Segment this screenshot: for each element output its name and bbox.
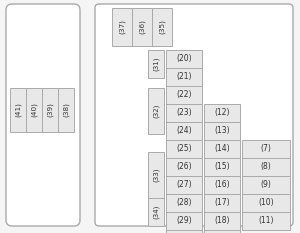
Text: (24): (24)	[176, 127, 192, 136]
Bar	[148, 198, 164, 226]
Text: (8): (8)	[261, 162, 272, 171]
Bar	[166, 230, 202, 233]
FancyBboxPatch shape	[6, 4, 80, 226]
Text: (22): (22)	[176, 90, 192, 99]
Bar	[166, 86, 202, 104]
Bar	[204, 158, 240, 176]
Text: (16): (16)	[214, 181, 230, 189]
Text: (26): (26)	[176, 162, 192, 171]
Text: (20): (20)	[176, 55, 192, 64]
Text: (29): (29)	[176, 216, 192, 226]
Bar	[148, 50, 164, 78]
Text: (34): (34)	[153, 205, 159, 219]
Text: (32): (32)	[153, 104, 159, 118]
Text: (25): (25)	[176, 144, 192, 154]
Bar	[204, 230, 240, 233]
Text: (33): (33)	[153, 168, 159, 182]
Bar	[242, 140, 290, 158]
Text: (18): (18)	[214, 216, 230, 226]
Bar	[166, 122, 202, 140]
Bar	[10, 88, 26, 132]
Bar	[58, 88, 74, 132]
Text: (35): (35)	[159, 20, 165, 34]
Bar	[166, 104, 202, 122]
Text: (21): (21)	[176, 72, 192, 82]
Bar	[166, 194, 202, 212]
Text: (38): (38)	[63, 103, 69, 117]
Text: (27): (27)	[176, 181, 192, 189]
Bar	[204, 140, 240, 158]
Bar	[166, 176, 202, 194]
Bar	[132, 8, 152, 46]
Bar	[42, 88, 58, 132]
Text: (28): (28)	[176, 199, 192, 208]
Text: (39): (39)	[47, 103, 53, 117]
Text: (41): (41)	[15, 103, 21, 117]
Bar	[166, 50, 202, 68]
Bar	[166, 212, 202, 230]
Text: (15): (15)	[214, 162, 230, 171]
Text: (17): (17)	[214, 199, 230, 208]
Bar	[242, 212, 290, 230]
Bar	[242, 158, 290, 176]
Bar	[204, 176, 240, 194]
Bar	[166, 158, 202, 176]
Text: (11): (11)	[258, 216, 274, 226]
Text: (31): (31)	[153, 57, 159, 71]
Bar	[204, 104, 240, 122]
Bar	[204, 122, 240, 140]
Bar	[166, 68, 202, 86]
Text: (9): (9)	[261, 181, 272, 189]
Bar	[112, 8, 132, 46]
Bar	[242, 176, 290, 194]
Bar	[148, 88, 164, 134]
Bar	[204, 212, 240, 230]
Text: (36): (36)	[139, 20, 145, 34]
Bar	[148, 152, 164, 198]
Text: (14): (14)	[214, 144, 230, 154]
Text: (12): (12)	[214, 109, 230, 117]
Bar	[152, 8, 172, 46]
Text: (10): (10)	[258, 199, 274, 208]
Text: (7): (7)	[261, 144, 272, 154]
Bar	[204, 194, 240, 212]
Text: (37): (37)	[119, 20, 125, 34]
FancyBboxPatch shape	[95, 4, 293, 226]
Text: (40): (40)	[31, 103, 37, 117]
Text: (13): (13)	[214, 127, 230, 136]
Bar	[166, 140, 202, 158]
Bar	[242, 194, 290, 212]
Bar	[26, 88, 42, 132]
Text: (23): (23)	[176, 109, 192, 117]
